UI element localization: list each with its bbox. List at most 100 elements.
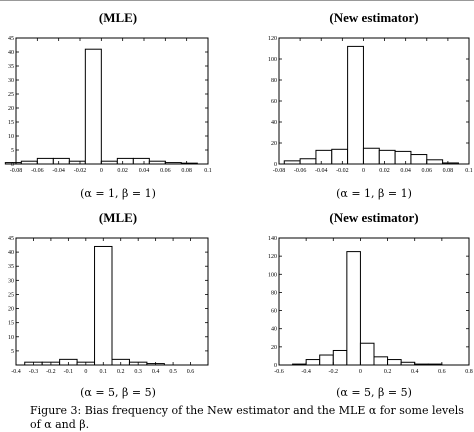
x-tick-label: -0.1	[64, 369, 74, 375]
panel-title: (MLE)	[99, 10, 137, 25]
panel-2: -0.08 -0.06 -0.04 -0.02 0 0.02 0.04 0.06 0.08 0.1…	[268, 10, 473, 200]
histogram-bar	[394, 150, 412, 165]
histogram-bar	[331, 148, 349, 165]
y-tick-label: 15	[8, 120, 14, 126]
y-tick-label: 5	[11, 349, 14, 355]
panel-title: (New estimator)	[329, 210, 418, 225]
y-tick-label: 45	[8, 36, 14, 42]
x-tick-label: -0.4	[11, 369, 21, 375]
y-tick-label: 30	[8, 78, 14, 84]
histogram-bar	[362, 147, 380, 165]
x-tick-label: 0	[359, 369, 362, 375]
y-tick-label: 140	[268, 236, 277, 242]
x-tick-label: 0.04	[139, 168, 150, 174]
panel-1: -0.08 -0.06 -0.04 -0.02 0 0.02 0.04 0.06 0.08 0.1…	[4, 10, 212, 200]
histogram-bar	[359, 342, 375, 366]
y-tick-label: 100	[268, 57, 277, 63]
y-tick-label: 35	[8, 64, 14, 70]
x-tick-label: 0.1	[204, 168, 212, 174]
x-tick-label: 0.02	[379, 168, 390, 174]
x-tick-label: -0.08	[273, 168, 286, 174]
y-tick-label: 20	[8, 307, 14, 313]
x-tick-label: 0.4	[152, 369, 160, 375]
histogram-bar	[378, 149, 396, 165]
panel-parameter-label: (α = 5, β = 5)	[80, 386, 156, 399]
histogram-bar	[116, 157, 134, 165]
y-tick-label: 0	[274, 162, 277, 168]
y-tick-label: 80	[271, 290, 277, 296]
y-tick-label: 35	[8, 264, 14, 270]
histogram-bar	[332, 349, 348, 366]
panel-parameter-label: (α = 1, β = 1)	[80, 187, 156, 200]
y-tick-label: 0	[11, 162, 14, 168]
y-tick-label: 20	[271, 345, 277, 351]
x-tick-label: 0	[84, 369, 87, 375]
y-tick-label: 5	[11, 148, 14, 154]
x-tick-label: 0.6	[438, 369, 446, 375]
histogram-bar	[299, 158, 317, 165]
panel-parameter-label: (α = 1, β = 1)	[336, 187, 412, 200]
x-tick-label: -0.02	[74, 168, 87, 174]
y-tick-label: 60	[271, 99, 277, 105]
x-tick-label: 0.3	[134, 369, 142, 375]
x-tick-label: 0.08	[181, 168, 192, 174]
y-tick-label: 20	[271, 141, 277, 147]
x-tick-label: 0.2	[384, 369, 392, 375]
y-tick-label: 45	[8, 236, 14, 242]
histogram-bar	[319, 354, 334, 366]
x-tick-label: 0	[100, 168, 103, 174]
page-top-rule	[0, 0, 474, 1]
x-tick-label: 0	[362, 168, 365, 174]
x-tick-label: 0.4	[411, 369, 419, 375]
y-tick-label: 40	[8, 250, 14, 256]
x-tick-label: -0.02	[336, 168, 349, 174]
x-tick-label: -0.4	[301, 369, 311, 375]
x-tick-label: 0.1	[465, 168, 473, 174]
histogram-bar	[373, 356, 389, 366]
y-tick-label: 25	[8, 292, 14, 298]
y-tick-label: 120	[268, 254, 277, 260]
y-tick-label: 40	[8, 50, 14, 56]
histogram-bar	[346, 251, 361, 366]
y-tick-label: 100	[268, 272, 277, 278]
y-tick-label: 40	[271, 327, 277, 333]
x-tick-label: -0.2	[46, 369, 56, 375]
histogram-bar	[315, 149, 333, 165]
panel-parameter-label: (α = 5, β = 5)	[336, 386, 412, 399]
y-tick-label: 25	[8, 92, 14, 98]
histogram-bar	[36, 157, 54, 165]
histogram-bar	[305, 359, 321, 366]
panel-title: (New estimator)	[329, 10, 418, 25]
x-tick-label: 0.1	[100, 369, 108, 375]
y-tick-label: 30	[8, 278, 14, 284]
y-tick-label: 0	[274, 363, 277, 369]
plot-frame	[278, 237, 470, 366]
x-tick-label: 0.02	[117, 168, 128, 174]
y-tick-label: 80	[271, 78, 277, 84]
x-tick-label: -0.04	[52, 168, 65, 174]
x-tick-label: -0.08	[10, 168, 23, 174]
y-tick-label: 120	[268, 36, 277, 42]
histogram-bar	[94, 245, 113, 366]
x-tick-label: -0.3	[29, 369, 39, 375]
histogram-bar	[426, 159, 444, 165]
x-tick-label: 0.08	[443, 168, 454, 174]
plot-frame	[15, 37, 209, 165]
histogram-bar	[84, 48, 102, 165]
histogram-bar	[410, 154, 428, 165]
x-tick-label: 0.5	[169, 369, 177, 375]
y-tick-label: 60	[271, 309, 277, 315]
x-tick-label: 0.06	[160, 168, 171, 174]
x-tick-label: -0.06	[31, 168, 44, 174]
x-tick-label: -0.2	[329, 369, 339, 375]
figure-panels: -0.08 -0.06 -0.04 -0.02 0 0.02 0.04 0.06 0.08 0.1…	[4, 10, 473, 399]
caption-line-2: of α and β.	[30, 418, 90, 431]
y-tick-label: 40	[271, 120, 277, 126]
x-tick-label: -0.06	[294, 168, 307, 174]
x-tick-label: 0.06	[422, 168, 433, 174]
figure-caption: Figure 3: Bias frequency of the New esti…	[30, 404, 470, 432]
plot-frame	[15, 237, 209, 366]
histogram-bar	[387, 359, 402, 366]
x-tick-label: 0.2	[117, 369, 125, 375]
x-tick-label: -0.6	[274, 369, 284, 375]
